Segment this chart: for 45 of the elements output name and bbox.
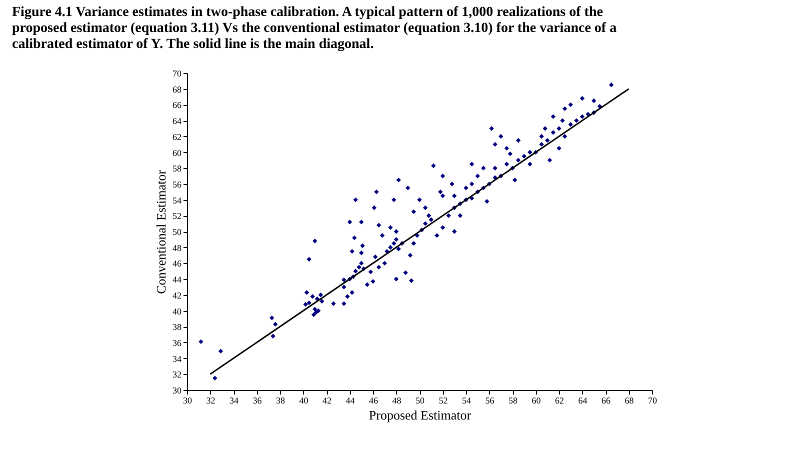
x-tick-label: 40 <box>299 396 309 406</box>
y-tick-label: 40 <box>172 306 182 316</box>
chart-title: Figure 4.1 Variance estimates in two-phase calibration. A typical pattern of 1,000 realizations of the proposed estimator (equation 3.11) Vs the conventional estimator (equation 3.10) for the variance of a calibrated estimator of Y. The solid line is the main diagonal. <box>12 5 617 52</box>
x-tick-label: 62 <box>555 396 564 406</box>
y-tick-label: 68 <box>172 84 182 94</box>
x-tick-label: 38 <box>276 396 286 406</box>
x-tick-label: 64 <box>578 396 588 406</box>
y-tick-label: 60 <box>172 148 182 158</box>
y-tick-label: 44 <box>172 274 182 285</box>
x-tick-label: 50 <box>416 396 425 406</box>
x-tick-label: 58 <box>508 396 518 406</box>
y-axis-title: Conventional Estimator <box>154 169 168 294</box>
x-tick-label: 36 <box>252 396 262 406</box>
x-tick-label: 30 <box>183 396 192 406</box>
y-tick-label: 64 <box>172 116 182 126</box>
x-tick-label: 46 <box>369 396 378 406</box>
x-tick-label: 44 <box>346 396 356 406</box>
y-tick-label: 50 <box>172 227 182 237</box>
y-tick-label: 56 <box>172 179 182 190</box>
x-axis-title: Proposed Estimator <box>368 408 472 422</box>
y-tick-label: 70 <box>172 68 182 78</box>
y-tick-label: 42 <box>172 290 182 300</box>
y-tick-label: 36 <box>172 338 182 348</box>
x-tick-label: 52 <box>438 396 448 406</box>
x-tick-label: 42 <box>322 396 332 406</box>
y-tick-label: 38 <box>172 322 182 332</box>
x-tick-label: 48 <box>392 396 402 406</box>
y-tick-label: 54 <box>172 195 182 206</box>
y-tick-label: 34 <box>172 354 182 364</box>
y-tick-label: 48 <box>172 242 182 253</box>
x-tick-label: 70 <box>648 396 658 406</box>
y-tick-label: 52 <box>172 211 182 222</box>
x-tick-label: 66 <box>602 396 611 406</box>
y-tick-label: 46 <box>172 258 182 269</box>
x-tick-label: 34 <box>230 396 239 406</box>
y-tick-label: 62 <box>172 132 182 142</box>
x-tick-label: 54 <box>462 396 472 406</box>
x-tick-label: 60 <box>532 396 542 406</box>
y-tick-label: 32 <box>172 370 182 380</box>
x-tick-label: 56 <box>485 396 495 406</box>
y-tick-label: 58 <box>172 164 182 174</box>
x-tick-label: 68 <box>624 396 634 406</box>
y-tick-label: 30 <box>172 386 182 396</box>
x-tick-label: 32 <box>206 396 216 406</box>
y-tick-label: 66 <box>172 100 182 110</box>
